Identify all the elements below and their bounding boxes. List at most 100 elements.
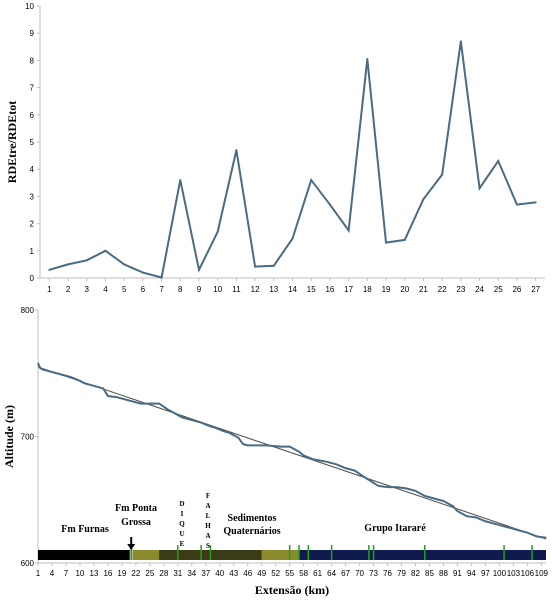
chart1-x-tick-label: 16 xyxy=(325,285,334,294)
chart1-data-point xyxy=(310,179,313,182)
chart2-data-point xyxy=(214,427,216,429)
chart2-x-tick-label: 76 xyxy=(383,569,392,578)
chart2-x-tick-label: 49 xyxy=(257,569,266,578)
chart1-x-tick-label: 26 xyxy=(512,285,521,294)
chart1-y-tick-label: 2 xyxy=(30,220,35,229)
chart2-x-tick-label: 88 xyxy=(439,569,448,578)
chart2-x-tick-label: 85 xyxy=(425,569,434,578)
chart2-x-tick-label: 13 xyxy=(89,569,98,578)
chart2-data-point xyxy=(331,462,333,464)
chart1-x-tick-label: 4 xyxy=(103,285,108,294)
label-dique-letter: I xyxy=(181,510,184,518)
chart1-data-point xyxy=(291,237,294,240)
chart2-x-tick-label: 22 xyxy=(131,569,140,578)
chart1-data-point xyxy=(478,187,481,190)
chart2-data-point xyxy=(442,500,445,502)
chart2-data-point xyxy=(209,425,212,427)
chart2-data-point xyxy=(177,414,179,416)
chart2-x-tick-label: 37 xyxy=(201,569,210,578)
chart2-data-point xyxy=(237,437,240,439)
chart2-data-point xyxy=(326,461,328,463)
chart2-trend-line xyxy=(37,366,547,540)
chart2-data-point xyxy=(51,371,53,373)
chart2-data-point xyxy=(536,535,538,538)
chart2-data-point xyxy=(363,476,365,478)
chart2-data-point xyxy=(191,419,193,421)
chart2-x-tick-label: 28 xyxy=(159,569,168,578)
chart1-series-line xyxy=(49,41,536,279)
chart2-y-tick-label: 600 xyxy=(21,559,35,568)
chart2-data-point xyxy=(312,458,314,460)
chart1-x-tick-label: 2 xyxy=(66,285,71,294)
chart1-data-point xyxy=(254,265,257,268)
chart2-x-tick-label: 82 xyxy=(411,569,420,578)
chart1-data-point xyxy=(441,173,444,176)
chart1-data-point xyxy=(422,198,425,201)
label-falhas-letter: S xyxy=(206,542,210,550)
chart2-x-tick-label: 67 xyxy=(341,569,350,578)
chart1-x-tick-label: 10 xyxy=(213,285,222,294)
chart2-data-point xyxy=(414,490,417,492)
chart2-data-point xyxy=(293,448,295,450)
chart1-x-tick-label: 23 xyxy=(456,285,465,294)
chart1-data-point xyxy=(534,201,537,204)
chart2-data-point xyxy=(60,373,62,376)
chart2-x-tick-label: 1 xyxy=(36,569,41,578)
chart1-x-tick-label: 17 xyxy=(344,285,353,294)
chart2-data-point xyxy=(289,446,291,448)
chart1-data-point xyxy=(328,203,331,206)
chart2-x-tick-label: 4 xyxy=(50,569,55,578)
chart1-data-point xyxy=(272,264,275,267)
label-fm-ponta-grossa-line2: Grossa xyxy=(121,517,151,528)
chart2-data-point xyxy=(233,434,235,436)
chart1-data-point xyxy=(497,160,500,163)
label-dique-letter: D xyxy=(179,500,184,508)
label-sedimentos-line2: Quaternários xyxy=(223,526,280,537)
chart1-data-point xyxy=(515,203,518,206)
chart2-data-point xyxy=(242,443,244,445)
chart2-y-tick-label: 800 xyxy=(21,306,35,315)
chart2-data-point xyxy=(107,395,109,397)
chart2-data-point xyxy=(396,486,398,488)
chart2-data-point xyxy=(335,463,337,465)
chart2-data-point xyxy=(498,524,500,526)
chart1-data-point xyxy=(235,149,238,152)
chart1-x-tick-label: 11 xyxy=(232,285,241,294)
chart1-y-tick-label: 9 xyxy=(30,29,35,38)
chart1-data-point xyxy=(85,259,88,262)
label-falhas-letter: H xyxy=(205,522,211,530)
chart2-data-point xyxy=(466,515,468,517)
chart1-x-tick-label: 3 xyxy=(85,285,90,294)
chart1-y-tick-label: 6 xyxy=(30,111,35,120)
chart2-data-point xyxy=(456,510,459,512)
chart2-data-point xyxy=(116,396,118,398)
chart1-data-point xyxy=(403,238,406,241)
chart1-data-point xyxy=(459,40,462,43)
chart2-data-point xyxy=(475,516,477,519)
chart2-data-point xyxy=(186,418,188,420)
chart2-x-tick-label: 31 xyxy=(173,569,182,578)
geology-band-0 xyxy=(38,550,132,560)
chart2-y-tick-label: 700 xyxy=(21,433,35,442)
chart1-x-tick-label: 22 xyxy=(438,285,447,294)
chart2-x-tick-label: 43 xyxy=(229,569,238,578)
chart2-data-point xyxy=(256,444,258,446)
chart2-x-tick-label: 55 xyxy=(285,569,294,578)
chart2-data-point xyxy=(247,444,249,446)
chart2-data-point xyxy=(181,416,184,419)
chart2-x-tick-label: 73 xyxy=(369,569,378,578)
chart2-x-tick-label: 16 xyxy=(103,569,112,578)
chart2-data-point xyxy=(102,387,104,390)
chart2-data-point xyxy=(433,497,435,500)
chart2-data-point xyxy=(303,454,305,457)
chart1-data-point xyxy=(141,271,144,274)
chart2-x-tick-label: 70 xyxy=(355,569,364,578)
chart1-data-point xyxy=(48,268,51,271)
chart2-data-point xyxy=(84,382,86,384)
chart2-data-point xyxy=(344,467,347,469)
chart1-x-tick-label: 1 xyxy=(47,285,52,294)
label-dique-letter: U xyxy=(179,530,184,538)
chart1-data-point xyxy=(104,249,107,252)
chart2-y-axis-title: Altitude (m) xyxy=(2,405,16,468)
chart1-data-point xyxy=(216,230,219,233)
